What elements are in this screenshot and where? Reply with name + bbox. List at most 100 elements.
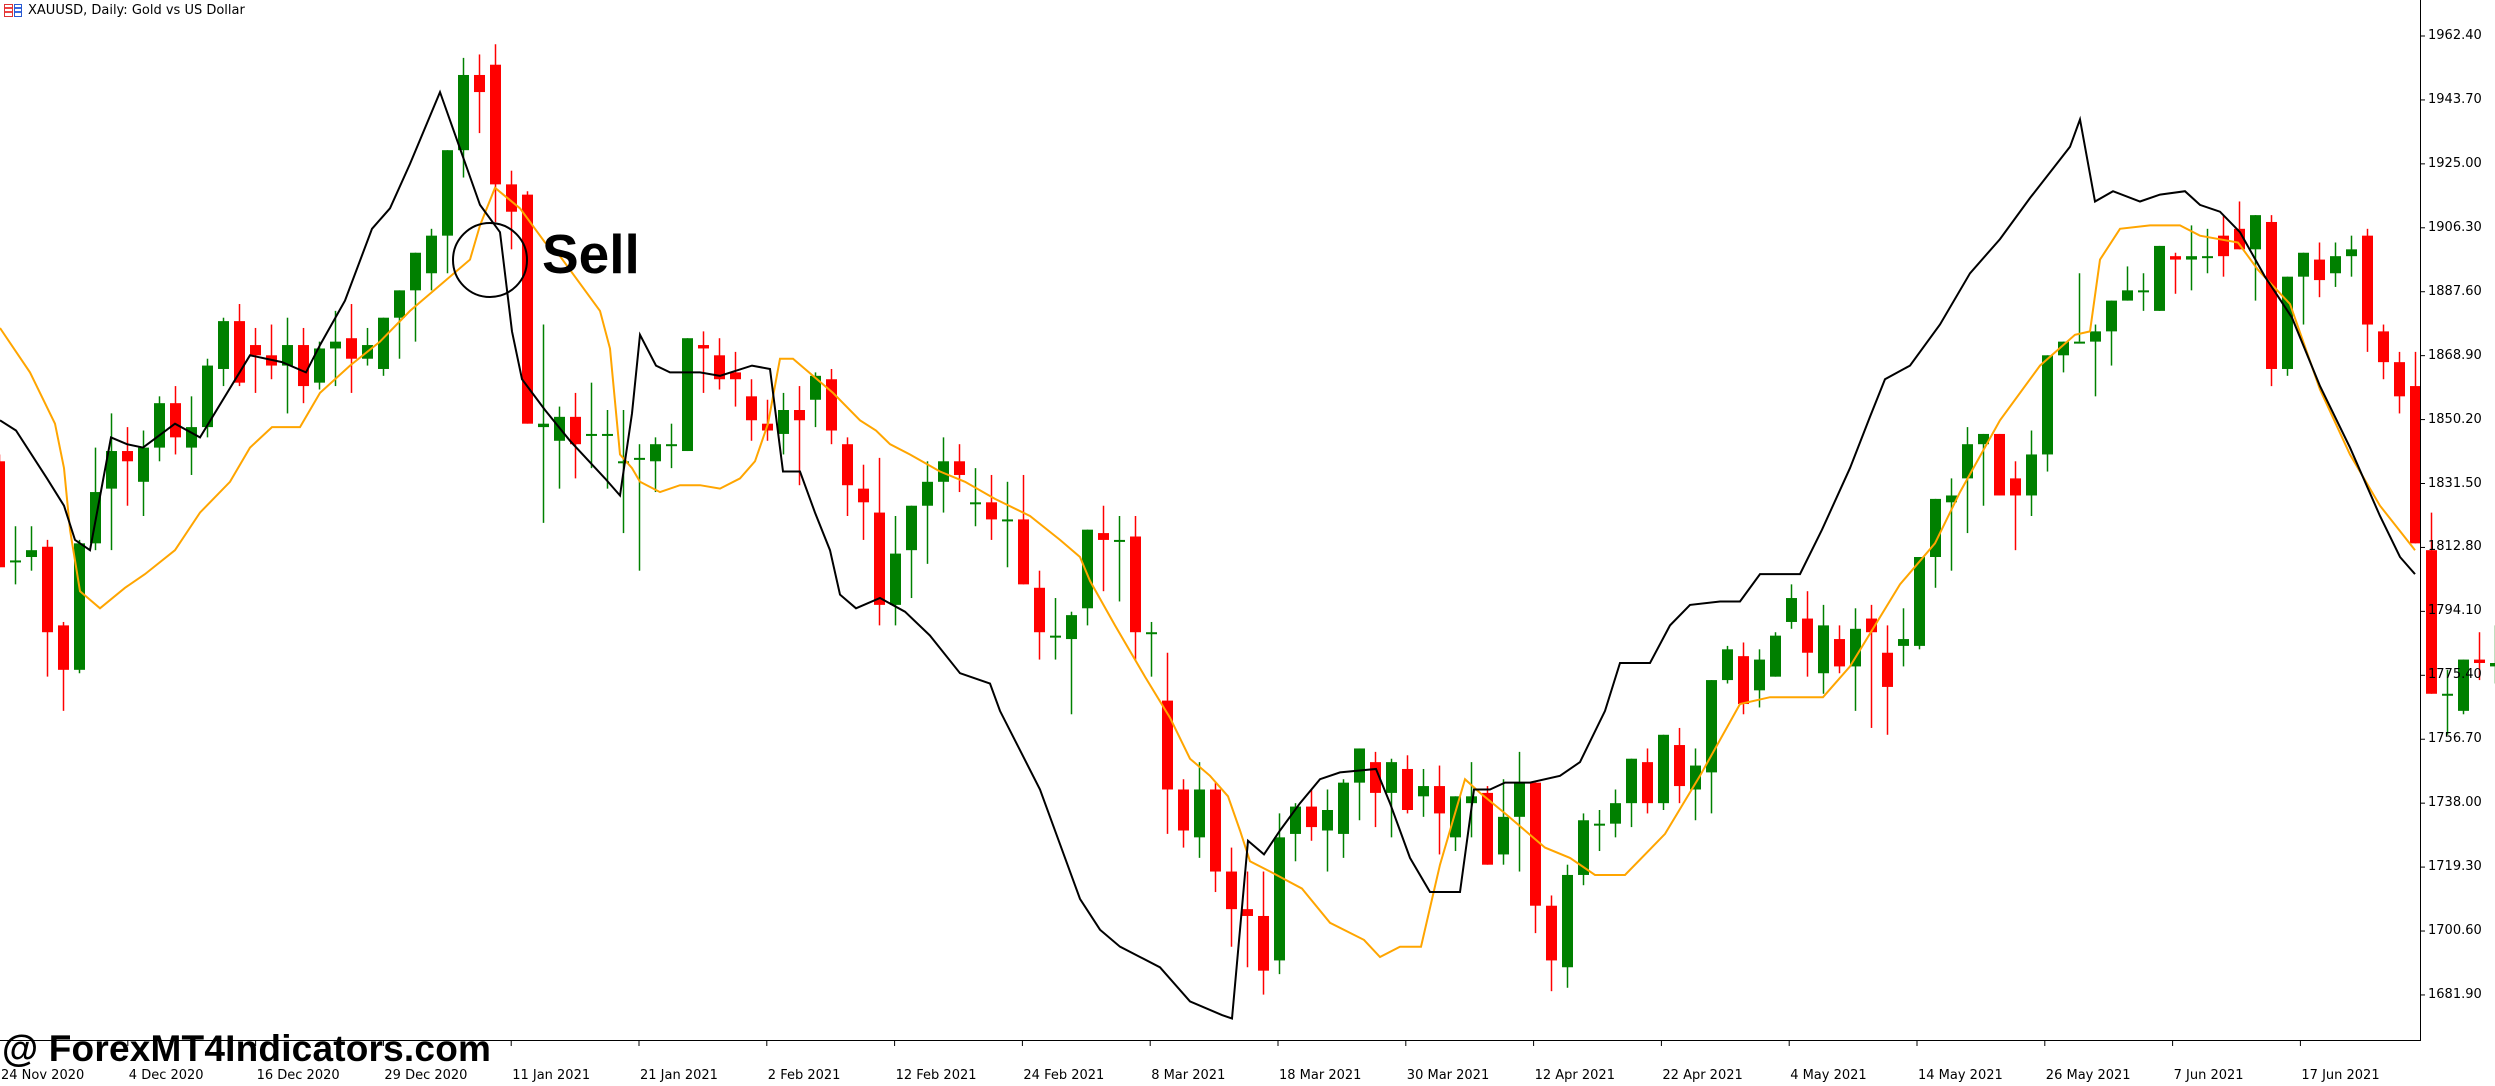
candle (1258, 915, 1269, 971)
candle (346, 338, 357, 359)
time-axis-label: 18 Mar 2021 (1279, 1068, 1362, 1083)
candle (154, 403, 165, 448)
candle (1290, 806, 1301, 834)
time-axis-label: 4 Dec 2020 (128, 1068, 204, 1083)
candle (618, 461, 629, 464)
price-axis-label: 1850.20 (2428, 411, 2482, 427)
candle (954, 461, 965, 475)
price-axis-label: 1794.10 (2428, 603, 2482, 619)
candle (1930, 498, 1941, 558)
time-axis-label: 21 Jan 2021 (640, 1068, 718, 1083)
candle (986, 502, 997, 520)
candle (426, 235, 437, 274)
candle (0, 461, 5, 568)
candle (906, 505, 917, 551)
candle (458, 74, 469, 151)
candle (1322, 809, 1333, 831)
candle (2186, 256, 2197, 260)
candle (1146, 632, 1157, 635)
candle (2106, 300, 2117, 332)
candle (2394, 362, 2405, 397)
candle (890, 553, 901, 605)
candle (1578, 820, 1589, 875)
candle (810, 375, 821, 400)
candle (250, 345, 261, 356)
candle (730, 372, 741, 380)
price-axis-label: 1700.60 (2428, 923, 2482, 939)
candle (538, 423, 549, 428)
candlesticks (0, 44, 2495, 995)
candle (1738, 656, 1749, 705)
time-axis-label: 2 Feb 2021 (767, 1068, 841, 1083)
candle (1834, 639, 1845, 667)
candle (650, 444, 661, 462)
price-axis-label: 1962.40 (2428, 28, 2482, 43)
candle (858, 488, 869, 503)
candle (2426, 550, 2437, 694)
candle (2314, 259, 2325, 281)
candle (1178, 789, 1189, 831)
candle (2058, 341, 2069, 356)
candle (746, 396, 757, 421)
candle (2490, 662, 2495, 667)
candle (218, 321, 229, 369)
candle (2378, 331, 2389, 363)
candle (522, 194, 533, 424)
time-axis-label: 26 May 2021 (2045, 1068, 2131, 1083)
candle (1370, 762, 1381, 793)
candle (1754, 659, 1765, 691)
candle (1402, 768, 1413, 810)
candle (2266, 221, 2277, 369)
candle (1770, 635, 1781, 677)
price-axis-label: 1681.90 (2428, 986, 2482, 1002)
candle (1002, 519, 1013, 522)
candle (1786, 598, 1797, 622)
ma-slow-line (0, 186, 2416, 959)
candle (202, 365, 213, 428)
price-axis-label: 1719.30 (2428, 859, 2482, 875)
candle (1882, 652, 1893, 687)
candle (2010, 478, 2021, 496)
candle (2346, 249, 2357, 257)
time-axis-label: 24 Feb 2021 (1023, 1068, 1105, 1083)
candle (1338, 782, 1349, 834)
price-axis-label: 1943.70 (2428, 91, 2482, 107)
price-axis-label: 1887.60 (2428, 283, 2482, 299)
candle (490, 64, 501, 185)
time-axis-label: 12 Apr 2021 (1534, 1068, 1615, 1083)
candle (602, 433, 613, 436)
candle (26, 550, 37, 558)
candle (138, 447, 149, 482)
price-axis-label: 1756.70 (2428, 731, 2482, 747)
time-axis-label: 7 Jun 2021 (2173, 1068, 2244, 1083)
candle (794, 410, 805, 421)
candle (1514, 782, 1525, 817)
candle (474, 74, 485, 93)
candle (2250, 215, 2261, 250)
candle (1018, 519, 1029, 585)
candle (1978, 433, 1989, 445)
ma-fast-line (0, 89, 2416, 1020)
price-axis-label: 1738.00 (2428, 795, 2482, 811)
candle (1610, 803, 1621, 824)
candle (1850, 628, 1861, 667)
candle (314, 348, 325, 383)
price-axis-label: 1906.30 (2428, 219, 2482, 235)
candle (1546, 905, 1557, 961)
candle (1594, 823, 1605, 826)
candle (682, 338, 693, 452)
candle (1674, 745, 1685, 787)
candle (186, 427, 197, 448)
candle (1626, 758, 1637, 804)
candle (298, 345, 309, 387)
time-axis-label: 17 Jun 2021 (2301, 1068, 2380, 1083)
watermark-text: @ ForexMT4Indicators.com (2, 1028, 492, 1069)
candle (2410, 386, 2421, 544)
candle (1418, 786, 1429, 797)
time-axis-label: 24 Nov 2020 (1, 1068, 85, 1083)
candle (1034, 587, 1045, 633)
time-axis-label: 14 May 2021 (1918, 1068, 2003, 1083)
candle (2042, 355, 2053, 455)
candle (1898, 639, 1909, 646)
